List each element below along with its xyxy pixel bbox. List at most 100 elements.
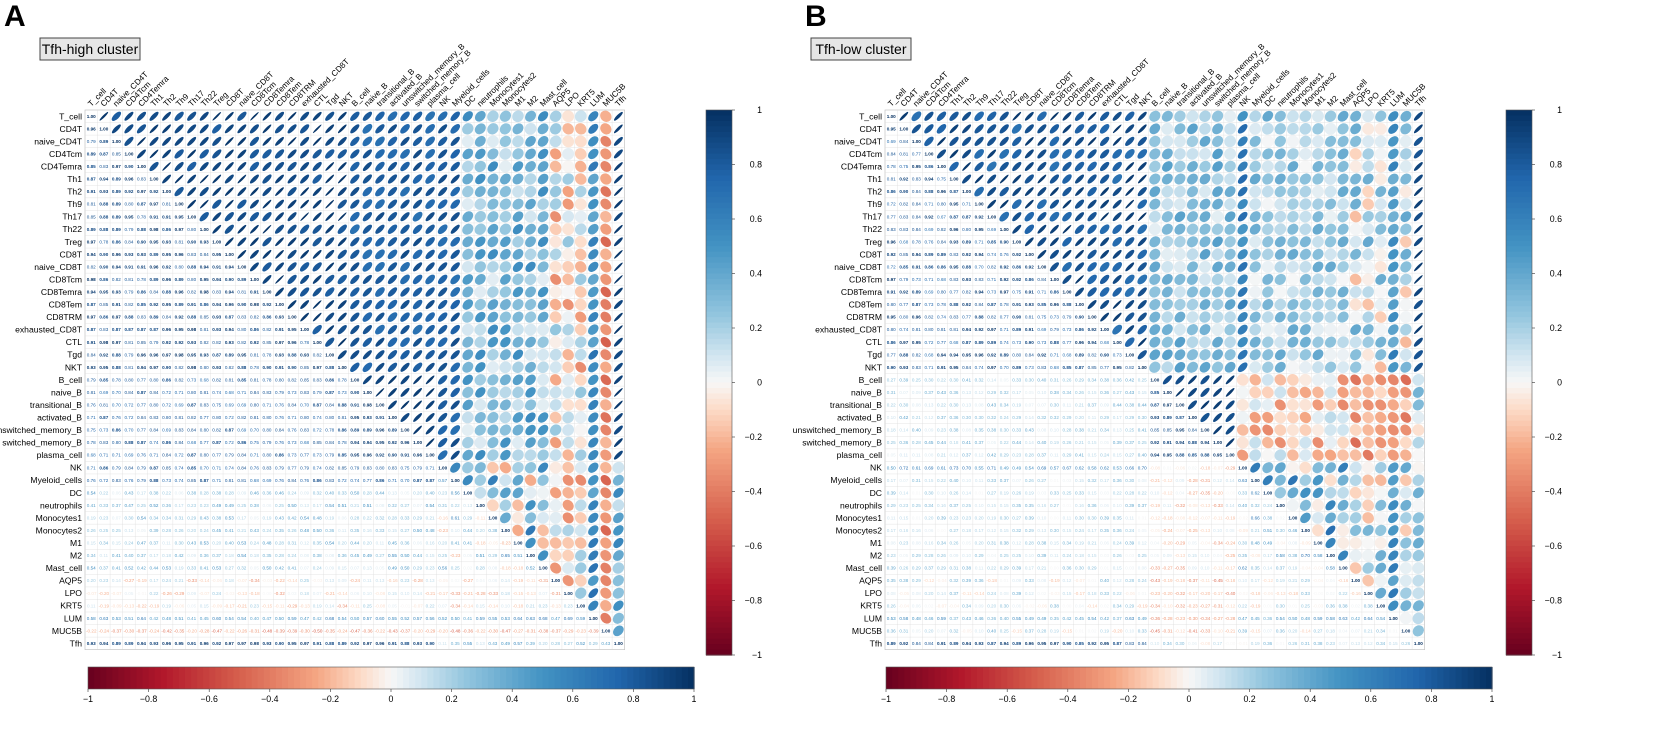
corr-value: 0.86 [1050, 290, 1059, 295]
corr-value: 0.12 [1113, 578, 1122, 583]
corr-ellipse [588, 475, 599, 486]
corr-value: 0.86 [1075, 327, 1084, 332]
corr-ellipse [1249, 273, 1262, 286]
corr-ellipse [1037, 174, 1047, 184]
corr-value: 0.80 [375, 465, 384, 470]
corr-ellipse [1075, 275, 1084, 284]
row-label: plasma_cell [37, 450, 82, 460]
colorbar-segment [615, 667, 622, 689]
corr-ellipse [1100, 199, 1110, 209]
corr-value: 0.01 [1138, 591, 1147, 596]
corr-ellipse [1400, 110, 1412, 122]
corr-value: 0.32 [313, 490, 322, 495]
corr-value: 0.31 [950, 566, 959, 571]
colorbar-segment [312, 667, 319, 689]
corr-ellipse [1012, 161, 1022, 172]
row-label: switched_memory_B [2, 438, 82, 448]
corr-ellipse [1400, 248, 1412, 260]
corr-ellipse [1350, 412, 1362, 423]
corr-ellipse [400, 212, 410, 222]
corr-ellipse [299, 262, 310, 272]
corr-ellipse [549, 223, 562, 236]
corr-ellipse [1224, 349, 1236, 361]
corr-ellipse [1212, 349, 1224, 361]
corr-ellipse [574, 424, 587, 437]
corr-value: 0.76 [275, 478, 284, 483]
corr-ellipse [1274, 449, 1287, 461]
corr-ellipse [462, 123, 474, 135]
corr-ellipse [312, 224, 322, 234]
corr-ellipse [1149, 273, 1161, 285]
corr-value: 0.19 [1075, 541, 1084, 546]
corr-value: -0.31 [249, 628, 260, 633]
row-label: activated_B [37, 412, 82, 422]
corr-value: 0.29 [1012, 415, 1021, 420]
corr-value: 0.59 [576, 616, 585, 621]
corr-ellipse [588, 123, 599, 134]
corr-ellipse [1262, 475, 1273, 486]
colorbar-segment [354, 667, 362, 689]
corr-ellipse [425, 388, 435, 397]
corr-value: 0.08 [887, 541, 896, 546]
corr-value: 0.84 [912, 202, 921, 207]
corr-ellipse [1162, 161, 1173, 172]
corr-value: -0.22 [224, 628, 235, 633]
corr-ellipse [1261, 449, 1274, 462]
corr-value: 0.97 [150, 202, 159, 207]
corr-value: -0.12 [1263, 578, 1274, 583]
corr-ellipse [262, 136, 272, 146]
corr-value: 0.77 [363, 478, 372, 483]
corr-ellipse [524, 348, 537, 361]
corr-ellipse [537, 424, 549, 436]
corr-ellipse [450, 337, 460, 347]
corr-ellipse [1387, 186, 1399, 197]
corr-value: -0.29 [174, 591, 185, 596]
corr-ellipse [487, 487, 499, 499]
corr-value: 0.07 [899, 390, 908, 395]
corr-ellipse [1349, 512, 1362, 524]
colorbar-tick-label: −0.4 [745, 487, 762, 497]
colorbar-segment [1506, 573, 1532, 580]
row-label: Myeloid_cells [30, 475, 82, 485]
corr-ellipse [1087, 137, 1097, 146]
corr-ellipse [450, 450, 460, 460]
corr-ellipse [1050, 111, 1059, 121]
corr-ellipse [212, 199, 222, 209]
corr-value: 0.82 [262, 327, 271, 332]
corr-value: 0.88 [237, 365, 246, 370]
corr-value: 0.78 [325, 428, 334, 433]
corr-ellipse [512, 161, 524, 172]
corr-ellipse [375, 287, 385, 297]
corr-value: 1.00 [1326, 553, 1335, 558]
matrix-cells: 1.000.96 1.000.79 0.89 1.000.89 0.87 0.85 1.00… [86, 110, 625, 646]
colorbar-segment [1201, 667, 1208, 689]
corr-ellipse [1412, 487, 1424, 499]
corr-ellipse [350, 199, 360, 209]
corr-ellipse [187, 111, 197, 121]
corr-ellipse [1349, 474, 1362, 486]
corr-ellipse [1174, 286, 1186, 298]
corr-value: 0.81 [237, 290, 246, 295]
corr-ellipse [588, 349, 599, 360]
corr-value: 0.81 [250, 415, 259, 420]
corr-ellipse [287, 161, 297, 172]
corr-value: 0.74 [975, 365, 984, 370]
corr-value: 0.01 [1163, 465, 1172, 470]
corr-ellipse [450, 186, 461, 197]
corr-value: 0.12 [924, 415, 933, 420]
corr-ellipse [1249, 349, 1261, 361]
corr-ellipse [1211, 361, 1224, 373]
corr-value: 0.05 [250, 515, 259, 520]
corr-ellipse [1374, 248, 1387, 261]
corr-ellipse [1349, 223, 1362, 236]
column-labels: T_cellCD4Tnaive_CD4TCD4TcmCD4TemraTh1Th2… [886, 41, 1428, 108]
colorbar-segment [1467, 667, 1475, 689]
corr-ellipse [1400, 424, 1412, 436]
corr-value: 0.15 [924, 478, 933, 483]
corr-ellipse [1125, 124, 1135, 134]
corr-ellipse [512, 511, 524, 524]
corr-value: 0.14 [962, 490, 971, 495]
corr-ellipse [1174, 148, 1186, 160]
corr-ellipse [1299, 123, 1312, 135]
corr-value: 0.82 [899, 202, 908, 207]
